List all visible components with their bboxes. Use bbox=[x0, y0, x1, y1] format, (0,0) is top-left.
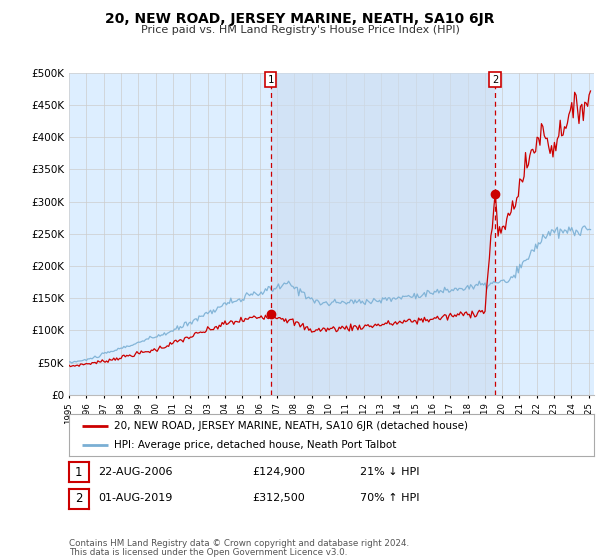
Text: 2: 2 bbox=[492, 74, 498, 85]
Text: Price paid vs. HM Land Registry's House Price Index (HPI): Price paid vs. HM Land Registry's House … bbox=[140, 25, 460, 35]
Text: 1: 1 bbox=[268, 74, 274, 85]
Text: This data is licensed under the Open Government Licence v3.0.: This data is licensed under the Open Gov… bbox=[69, 548, 347, 557]
Text: £312,500: £312,500 bbox=[252, 493, 305, 503]
Text: £124,900: £124,900 bbox=[252, 466, 305, 477]
Text: HPI: Average price, detached house, Neath Port Talbot: HPI: Average price, detached house, Neat… bbox=[113, 440, 396, 450]
Text: 20, NEW ROAD, JERSEY MARINE, NEATH, SA10 6JR: 20, NEW ROAD, JERSEY MARINE, NEATH, SA10… bbox=[105, 12, 495, 26]
Text: 70% ↑ HPI: 70% ↑ HPI bbox=[360, 493, 419, 503]
Bar bbox=[271, 73, 495, 395]
Text: 2: 2 bbox=[75, 492, 83, 506]
Text: 1: 1 bbox=[75, 465, 83, 479]
Text: 22-AUG-2006: 22-AUG-2006 bbox=[98, 466, 172, 477]
Text: 20, NEW ROAD, JERSEY MARINE, NEATH, SA10 6JR (detached house): 20, NEW ROAD, JERSEY MARINE, NEATH, SA10… bbox=[113, 421, 467, 431]
Text: 01-AUG-2019: 01-AUG-2019 bbox=[98, 493, 172, 503]
Text: Contains HM Land Registry data © Crown copyright and database right 2024.: Contains HM Land Registry data © Crown c… bbox=[69, 539, 409, 548]
Text: 21% ↓ HPI: 21% ↓ HPI bbox=[360, 466, 419, 477]
